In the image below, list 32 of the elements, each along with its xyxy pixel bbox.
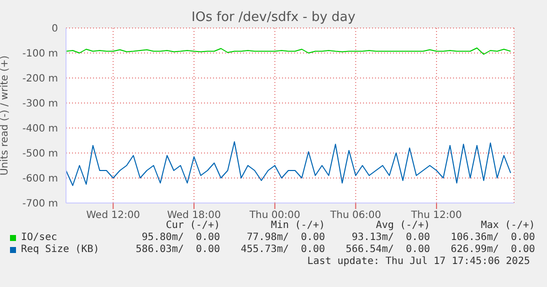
line-series (66, 141, 512, 186)
x-tick-label: Thu 06:00 (329, 210, 382, 222)
line-series (66, 48, 512, 55)
text: 95.80m/ 0.00 (140, 232, 220, 244)
y-tick-label: -100 m (22, 48, 58, 60)
text: Min (-/+) (270, 220, 325, 232)
legend-label: Req Size (KB) (20, 244, 100, 256)
x-tick-label: Wed 12:00 (86, 210, 140, 222)
text: 586.03m/ 0.00 (134, 244, 220, 256)
y-tick-label: -300 m (22, 98, 58, 110)
x-tick-label: Thu 00:00 (248, 210, 300, 222)
y-tick-label: -700 m (22, 198, 58, 210)
y-tick-label: 0 (52, 24, 58, 35)
text: Max (-/+) (480, 220, 535, 232)
text: 77.98m/ 0.00 (246, 232, 325, 244)
chart-title: IOs for /dev/sdfx - by day (190, 10, 356, 25)
x-tick-label: Thu 12:00 (410, 210, 462, 222)
text: 566.54m/ 0.00 (344, 244, 430, 256)
y-tick-label: -400 m (22, 124, 58, 135)
text: 93.13m/ 0.00 (350, 232, 430, 244)
text: Avg (-/+) (374, 220, 430, 232)
y-tick-label: -200 m (22, 74, 58, 85)
y-tick-label: -600 m (22, 174, 58, 185)
text: Cur (-/+) (164, 220, 220, 232)
text: Last update: Thu Jul 17 17:45:06 2025 (306, 256, 530, 268)
text: 455.73m/ 0.00 (240, 244, 325, 256)
text: 106.36m/ 0.00 (450, 232, 535, 244)
y-axis-title: Units read (-) / write (+) (0, 55, 11, 176)
x-tick-label: Wed 18:00 (167, 210, 221, 222)
y-tick-label: -500 m (22, 148, 58, 160)
text: 626.99m/ 0.00 (450, 244, 535, 256)
legend-label: IO/sec (20, 232, 58, 244)
